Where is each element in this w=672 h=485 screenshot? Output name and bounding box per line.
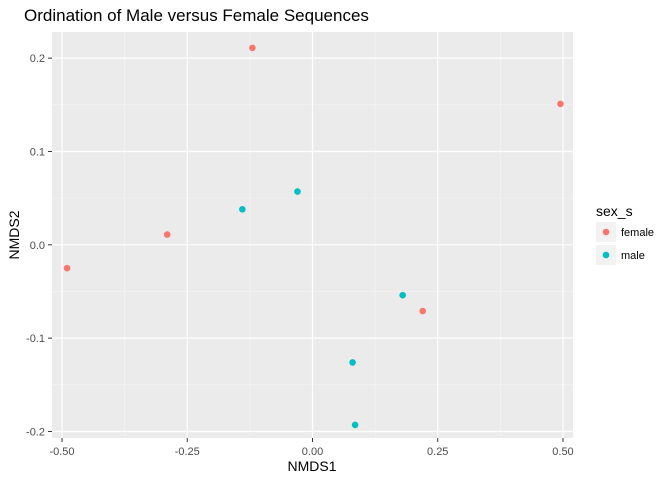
point-male [349,359,356,366]
point-male [294,188,301,195]
legend: sex_s female male [596,203,654,265]
legend-label-male: male [621,250,645,262]
y-tick-label: 0.1 [30,146,45,158]
y-axis-label: NMDS2 [6,210,22,259]
x-tick-label: 0.25 [427,446,448,458]
major-gridlines [52,32,573,438]
x-axis: -0.50 -0.25 0.00 0.25 0.50 [49,438,574,458]
point-female [419,307,427,315]
chart-title: Ordination of Male versus Female Sequenc… [24,6,369,25]
legend-marker-female [602,228,610,236]
legend-items: female male [596,222,654,265]
point-female [557,100,564,108]
point-female [163,231,171,238]
y-tick-label: -0.1 [26,333,45,345]
data-points [63,44,564,429]
point-female [249,44,256,52]
point-male [239,206,246,213]
y-axis: -0.2 -0.1 0.0 0.1 0.2 [26,53,52,438]
point-female [63,264,71,272]
legend-title: sex_s [596,203,633,219]
x-tick-label: 0.50 [552,446,573,458]
point-male [399,291,406,299]
y-tick-label: -0.2 [26,426,45,438]
point-male [351,421,359,429]
legend-marker-male [602,251,610,259]
x-tick-label: 0.00 [302,446,323,458]
x-axis-label: NMDS1 [287,458,336,474]
legend-label-female: female [621,227,654,239]
x-tick-label: -0.25 [175,446,200,458]
y-tick-label: 0.0 [30,240,45,252]
y-tick-label: 0.2 [30,53,45,65]
x-tick-label: -0.50 [49,446,74,458]
